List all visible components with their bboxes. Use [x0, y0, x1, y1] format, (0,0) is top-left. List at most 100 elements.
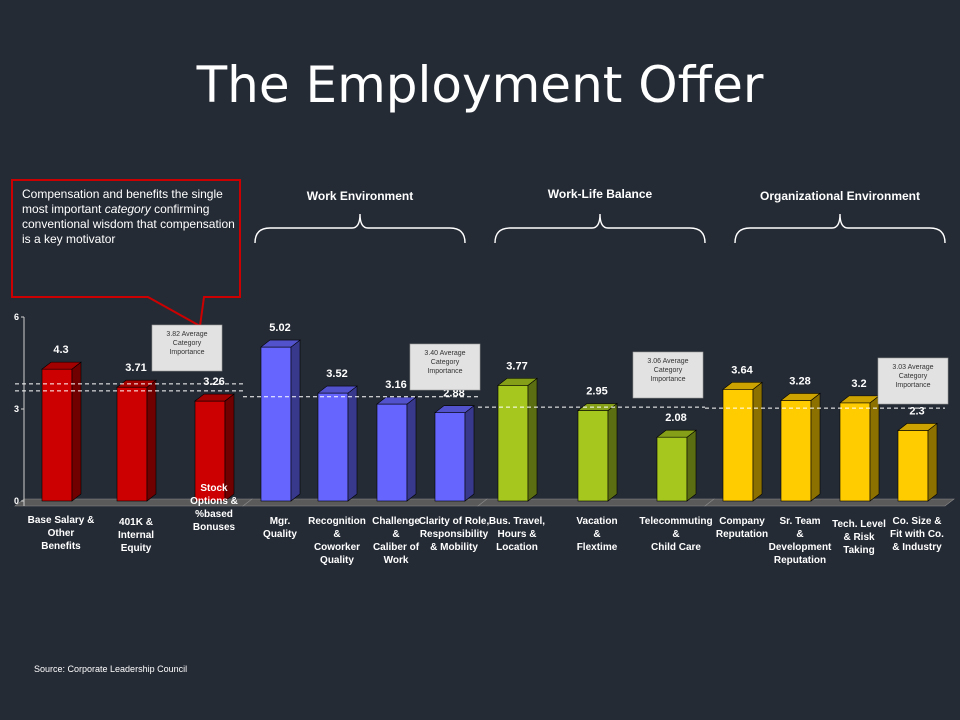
category-label: Hours &	[498, 529, 537, 540]
callout-text-after: confirming conventional wisdom that comp…	[22, 202, 235, 246]
callout-text-emphasis: category	[104, 202, 151, 216]
category-label: Challenge	[372, 516, 420, 527]
category-label: Telecommuting	[639, 516, 712, 527]
y-tick-label: 6	[14, 312, 19, 322]
group-label: Work-Life Balance	[548, 187, 653, 201]
bar-value-label: 3.52	[326, 368, 347, 380]
bar-value-label: 3.26	[203, 376, 224, 388]
bar-side	[146, 379, 157, 502]
average-box	[632, 351, 704, 399]
bar-front	[376, 403, 408, 502]
average-box	[151, 324, 223, 372]
average-box-text: 3.40 Average	[424, 350, 465, 357]
bar-front	[41, 368, 73, 502]
category-label: Reputation	[774, 555, 826, 566]
bar-side	[406, 396, 417, 502]
category-label: Reputation	[716, 529, 768, 540]
callout-text-before: Compensation and benefits the single mos…	[22, 187, 223, 216]
bar-front	[317, 392, 349, 502]
bar-side	[464, 405, 475, 502]
bar-front	[116, 386, 148, 502]
y-tick-label: 0	[14, 496, 19, 506]
bar-top	[722, 382, 763, 390]
bar-front	[722, 389, 754, 502]
category-label: Mgr.	[270, 516, 291, 527]
average-box-text: Importance	[895, 382, 930, 389]
category-label: Quality	[320, 555, 354, 566]
category-label: &	[796, 529, 803, 540]
bar-top	[317, 385, 358, 394]
bar-value-label: 3.28	[789, 375, 810, 387]
bar-front	[577, 410, 609, 502]
average-box-text: Category	[654, 367, 683, 374]
bar-top	[780, 393, 821, 401]
bar-side	[527, 377, 538, 502]
average-box	[877, 357, 949, 405]
bar-top	[194, 393, 235, 402]
category-label: Quality	[263, 529, 297, 540]
bar-top	[376, 396, 417, 405]
average-box-text: Category	[431, 359, 460, 366]
bar-side	[607, 402, 618, 502]
bar-side	[810, 392, 821, 502]
bar-value-label: 5.02	[269, 322, 290, 334]
group-brace	[254, 213, 466, 244]
bar-side	[71, 361, 82, 502]
bar-value-label: 2.08	[665, 412, 686, 424]
bar-side	[347, 385, 358, 502]
category-label: Company	[719, 516, 765, 527]
category-label: Options &	[190, 496, 238, 507]
bar-top	[497, 378, 538, 386]
bar-value-label: 3.71	[125, 362, 146, 374]
bar-front	[656, 436, 688, 502]
average-box-text: 3.03 Average	[892, 364, 933, 371]
group-label: Organizational Environment	[760, 189, 920, 203]
category-label: Location	[496, 542, 538, 553]
category-label: Vacation	[576, 516, 617, 527]
average-box-text: Importance	[427, 368, 462, 375]
category-label: Recognition	[308, 516, 366, 527]
group-brace	[494, 213, 706, 244]
chart-floor-3	[704, 498, 955, 507]
category-label: & Risk	[843, 532, 875, 543]
category-label: Coworker	[314, 542, 360, 553]
bar-value-label: 2.3	[909, 405, 924, 417]
category-label: Development	[769, 542, 832, 553]
bar-value-label: 4.3	[53, 344, 68, 356]
category-label: Internal	[118, 530, 154, 541]
group-brace	[734, 213, 946, 244]
average-box-text: Category	[173, 340, 202, 347]
category-label: &	[672, 529, 679, 540]
category-label: &	[333, 529, 340, 540]
category-label: Flextime	[577, 542, 618, 553]
bar-front	[260, 346, 292, 502]
bar-side	[927, 422, 938, 502]
category-label: Responsibility	[420, 529, 489, 540]
category-label: Base Salary &	[28, 515, 95, 526]
category-label: Work	[384, 555, 409, 566]
category-label: Other	[48, 528, 75, 539]
bar-front	[497, 385, 529, 502]
category-label: Sr. Team	[780, 516, 821, 527]
category-label: Co. Size &	[893, 516, 942, 527]
average-box-text: Category	[899, 373, 928, 380]
category-label: Bus. Travel,	[489, 516, 545, 527]
bar-front	[897, 430, 929, 502]
category-label: Child Care	[651, 542, 701, 553]
category-label: Clarity of Role,	[419, 516, 490, 527]
category-label: Stock	[200, 483, 228, 494]
page-title: The Employment Offer	[196, 56, 764, 114]
bar-top	[897, 423, 938, 431]
category-label: Taking	[843, 545, 874, 556]
bar-side	[752, 381, 763, 502]
category-label: Fit with Co.	[890, 529, 944, 540]
category-label: &	[392, 529, 399, 540]
average-box-text: Importance	[650, 376, 685, 383]
average-box-text: Importance	[169, 349, 204, 356]
bar-value-label: 2.95	[586, 386, 607, 398]
category-label: %based	[195, 509, 233, 520]
bar-top	[260, 339, 301, 348]
category-label: & Industry	[892, 542, 942, 553]
bar-value-label: 3.16	[385, 379, 406, 391]
bar-top	[656, 429, 697, 438]
